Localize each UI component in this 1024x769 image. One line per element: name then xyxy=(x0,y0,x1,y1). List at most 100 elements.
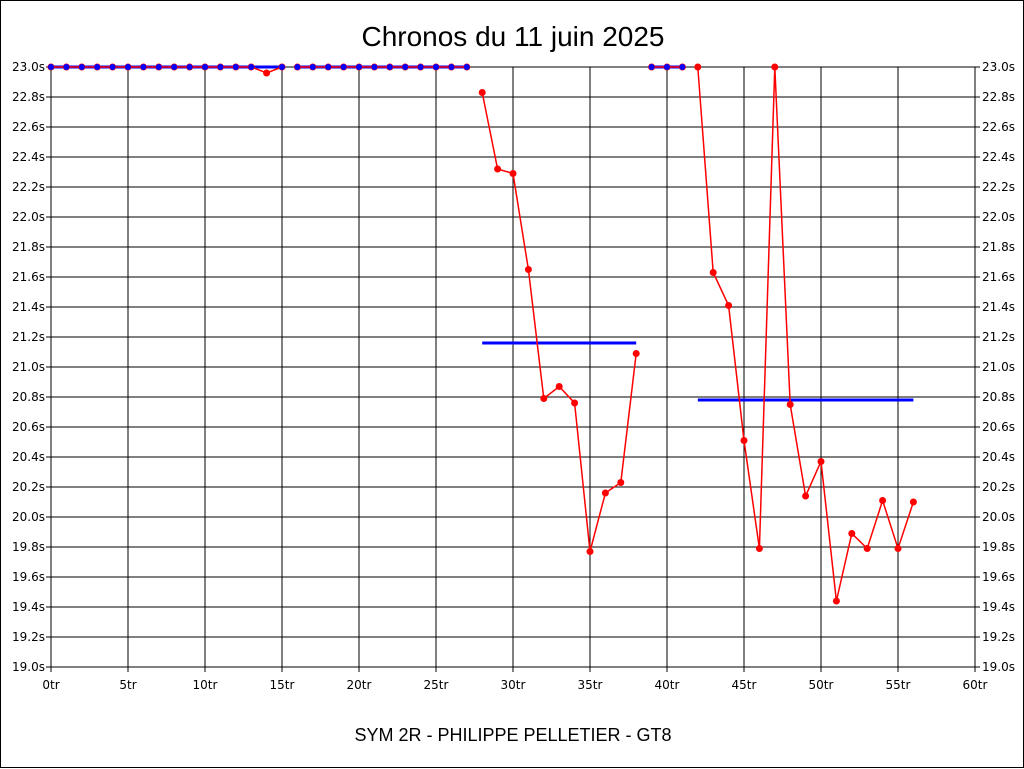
lap-point xyxy=(509,170,517,177)
lap-point xyxy=(755,545,763,552)
average-point xyxy=(433,64,439,70)
lap-point xyxy=(740,437,748,444)
y-tick-label-left: 22.2s xyxy=(12,180,45,194)
average-point xyxy=(186,64,193,70)
y-tick-label-left: 20.2s xyxy=(12,480,45,494)
y-tick-label-right: 19.2s xyxy=(982,630,1015,644)
average-point xyxy=(155,64,162,70)
average-point xyxy=(664,64,670,70)
y-tick-label-right: 19.4s xyxy=(982,600,1015,614)
average-point xyxy=(171,64,178,70)
lap-point xyxy=(524,266,532,273)
x-tick-label: 50tr xyxy=(809,678,834,692)
average-point xyxy=(340,64,347,70)
y-tick-label-left: 19.4s xyxy=(12,600,45,614)
lap-point xyxy=(848,530,856,537)
lap-point xyxy=(617,479,625,486)
axes: 19.0s 19.0s 19.2s 19.2s 19.4s 19.4s 19.6s 19.6s… xyxy=(12,60,1015,692)
lap-point xyxy=(832,597,840,605)
average-point xyxy=(417,64,424,70)
lap-point xyxy=(786,401,794,408)
chart-title: Chronos du 11 juin 2025 xyxy=(361,21,664,52)
lap-point xyxy=(817,458,825,465)
lap-point xyxy=(863,545,871,552)
lap-point xyxy=(725,302,733,309)
y-tick-label-right: 20.0s xyxy=(982,510,1015,524)
y-tick-label-right: 22.6s xyxy=(982,120,1015,134)
x-tick-label: 0tr xyxy=(42,678,59,692)
average-point xyxy=(217,64,224,70)
average-point xyxy=(309,64,316,70)
lap-line xyxy=(51,66,283,74)
x-tick-label: 45tr xyxy=(732,678,757,692)
y-tick-label-left: 19.2s xyxy=(12,630,45,644)
y-tick-label-left: 22.8s xyxy=(12,90,45,104)
x-tick-label: 10tr xyxy=(193,678,218,692)
average-point xyxy=(356,64,362,70)
average-point xyxy=(125,64,131,70)
y-tick-label-left: 20.4s xyxy=(12,450,45,464)
average-point xyxy=(232,64,239,70)
x-tick-label: 20tr xyxy=(347,678,372,692)
average-point xyxy=(679,64,686,70)
average-point xyxy=(248,64,255,70)
y-tick-label-left: 21.6s xyxy=(12,270,45,284)
markers xyxy=(48,64,686,70)
average-point xyxy=(63,64,70,70)
average-point xyxy=(402,64,409,70)
average-point xyxy=(294,64,301,70)
y-tick-label-left: 19.6s xyxy=(12,570,45,584)
lap-point xyxy=(601,489,609,497)
lap-point xyxy=(571,399,579,407)
y-tick-label-right: 19.8s xyxy=(982,540,1015,554)
y-tick-label-right: 20.4s xyxy=(982,450,1015,464)
average-point xyxy=(371,64,378,70)
x-tick-label: 30tr xyxy=(501,678,526,692)
y-tick-label-left: 21.0s xyxy=(12,360,45,374)
lap-point xyxy=(771,63,779,71)
y-tick-label-right: 22.4s xyxy=(982,150,1015,164)
average-point xyxy=(648,64,655,70)
chart-subtitle: SYM 2R - PHILIPPE PELLETIER - GT8 xyxy=(354,725,671,745)
average-lines xyxy=(51,65,914,402)
lap-point xyxy=(555,383,563,390)
y-tick-label-right: 20.6s xyxy=(982,420,1015,434)
lap-point xyxy=(879,497,887,504)
y-tick-label-right: 21.8s xyxy=(982,240,1015,254)
y-tick-label-left: 21.4s xyxy=(12,300,45,314)
lap-point xyxy=(632,350,640,357)
average-point xyxy=(325,64,332,70)
x-tick-label: 35tr xyxy=(578,678,603,692)
x-tick-label: 15tr xyxy=(270,678,295,692)
y-tick-label-left: 19.0s xyxy=(12,660,45,674)
lap-point xyxy=(802,492,810,500)
x-tick-label: 55tr xyxy=(886,678,911,692)
x-tick-label: 5tr xyxy=(119,678,136,692)
average-point xyxy=(386,64,393,70)
lap-point xyxy=(586,548,594,555)
y-tick-label-right: 23.0s xyxy=(982,60,1015,74)
lap-point xyxy=(894,545,902,552)
x-tick-label: 60tr xyxy=(963,678,988,692)
y-tick-label-right: 19.0s xyxy=(982,660,1015,674)
y-tick-label-left: 20.0s xyxy=(12,510,45,524)
y-tick-label-right: 22.8s xyxy=(982,90,1015,104)
y-tick-label-right: 21.2s xyxy=(982,330,1015,344)
average-point xyxy=(109,64,116,70)
average-point xyxy=(202,64,208,70)
lap-point xyxy=(478,89,486,96)
y-tick-label-right: 20.8s xyxy=(982,390,1015,404)
y-tick-label-left: 21.8s xyxy=(12,240,45,254)
lap-point xyxy=(909,498,917,506)
average-point xyxy=(279,64,285,70)
average-point xyxy=(94,64,101,70)
average-point xyxy=(463,64,470,70)
average-point xyxy=(48,64,54,70)
y-tick-label-right: 22.2s xyxy=(982,180,1015,194)
average-point xyxy=(448,64,455,70)
average-point xyxy=(140,64,147,70)
lap-point xyxy=(494,165,502,173)
y-tick-label-left: 22.4s xyxy=(12,150,45,164)
